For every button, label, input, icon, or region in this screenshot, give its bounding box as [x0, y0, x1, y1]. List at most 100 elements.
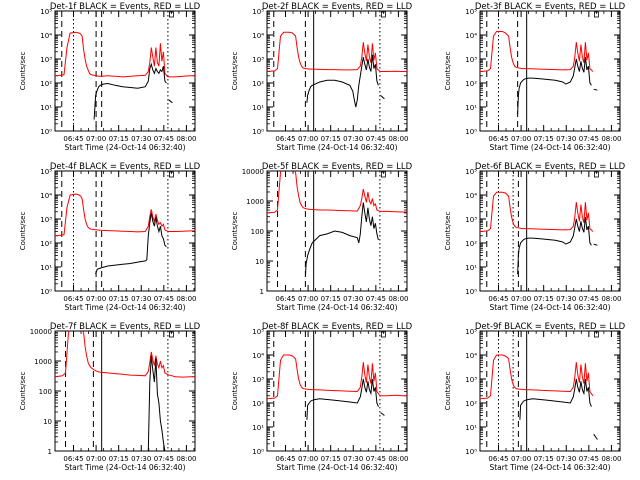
- flag-marker: [169, 171, 174, 178]
- y-tick-label: 10¹: [465, 264, 477, 272]
- marker-lines: [273, 331, 381, 451]
- flag-marker: [594, 331, 599, 338]
- x-tick-label: 06:45: [488, 295, 508, 303]
- x-tick-label: 07:00: [86, 455, 106, 463]
- marker-lines: [65, 331, 169, 451]
- plot-frame: [479, 330, 621, 452]
- y-tick-label: 10³: [252, 376, 264, 384]
- x-axis-label: Start Time (24-Oct-14 06:32:40): [64, 303, 185, 312]
- x-tick-label: 07:15: [534, 455, 554, 463]
- y-tick-label: 10²: [465, 400, 477, 408]
- y-tick-label: 10⁵: [465, 8, 477, 16]
- flag-marker: [594, 11, 599, 18]
- x-tick-label: 07:30: [131, 295, 151, 303]
- y-tick-label: 1: [48, 448, 52, 456]
- x-tick-label: 06:45: [63, 135, 83, 143]
- x-tick-label: 07:45: [579, 135, 599, 143]
- plot-frame: [266, 330, 408, 452]
- x-tick-label: 08:00: [601, 135, 621, 143]
- x-tick-label: 07:00: [86, 295, 106, 303]
- panel-title: Det-5f BLACK = Events, RED = LLD: [262, 162, 413, 172]
- x-tick-label: 07:45: [154, 135, 174, 143]
- panel-title: Det-2f BLACK = Events, RED = LLD: [262, 2, 413, 12]
- y-axis-label: Counts/sec: [19, 372, 27, 411]
- y-axis-label: Counts/sec: [231, 52, 239, 91]
- y-tick-label: 10²: [465, 80, 477, 88]
- panel-det-9: Det-9f BLACK = Events, RED = LLD 10⁰ 10¹ 10…: [444, 322, 626, 472]
- y-tick-label: 1000: [246, 198, 264, 206]
- lld-line: [267, 31, 407, 72]
- series-group: [480, 31, 598, 115]
- events-line: [306, 54, 379, 108]
- flag-marker: [169, 331, 174, 338]
- y-tick-label: 10²: [252, 400, 264, 408]
- y-tick-label: 10³: [465, 376, 477, 384]
- panel-title: Det-6f BLACK = Events, RED = LLD: [475, 162, 626, 172]
- events-line: [593, 433, 598, 440]
- y-tick-label: 10¹: [252, 104, 264, 112]
- x-tick-label: 07:30: [556, 455, 576, 463]
- y-tick-label: 100: [251, 228, 264, 236]
- series-group: [267, 31, 407, 108]
- series-group: [267, 171, 407, 277]
- marker-lines: [486, 11, 528, 131]
- events-line: [593, 88, 598, 91]
- y-tick-label: 10³: [40, 216, 52, 224]
- panel-title: Det-3f BLACK = Events, RED = LLD: [475, 2, 626, 12]
- flag-marker: [381, 171, 386, 178]
- x-axis-label: Start Time (24-Oct-14 06:32:40): [489, 143, 610, 152]
- y-axis-label: Counts/sec: [444, 52, 452, 91]
- events-line: [147, 355, 166, 451]
- x-tick-label: 07:30: [343, 295, 363, 303]
- x-tick-label: 07:15: [109, 295, 129, 303]
- lld-line: [480, 354, 594, 400]
- events-line: [95, 212, 167, 275]
- marker-lines: [486, 331, 528, 451]
- y-tick-label: 10²: [465, 240, 477, 248]
- x-tick-label: 06:45: [275, 455, 295, 463]
- y-tick-label: 10¹: [465, 104, 477, 112]
- lld-line: [480, 191, 594, 232]
- x-tick-label: 06:45: [488, 135, 508, 143]
- y-tick-label: 10⁵: [40, 168, 52, 176]
- y-tick-label: 10⁰: [465, 128, 477, 136]
- events-line: [519, 378, 592, 420]
- events-line: [517, 57, 592, 115]
- y-tick-label: 10⁵: [252, 8, 264, 16]
- x-tick-label: 08:00: [388, 295, 408, 303]
- plot-frame: [479, 10, 621, 132]
- y-tick-label: 10⁴: [465, 192, 477, 200]
- panel-title: Det-4f BLACK = Events, RED = LLD: [50, 162, 201, 172]
- panel-det-6: Det-6f BLACK = Events, RED = LLD 10⁰ 10¹ 10…: [444, 162, 626, 312]
- plot-frame: [54, 330, 196, 452]
- series-group: [55, 31, 195, 120]
- x-tick-label: 07:00: [298, 295, 318, 303]
- y-axis-label: Counts/sec: [231, 372, 239, 411]
- x-tick-label: 07:30: [343, 135, 363, 143]
- x-tick-label: 07:15: [534, 295, 554, 303]
- y-tick-label: 10⁵: [40, 8, 52, 16]
- y-axis-label: Counts/sec: [444, 212, 452, 251]
- x-tick-label: 08:00: [388, 455, 408, 463]
- x-tick-label: 08:00: [601, 295, 621, 303]
- series-group: [55, 331, 195, 451]
- x-tick-label: 07:30: [131, 455, 151, 463]
- panel-title: Det-9f BLACK = Events, RED = LLD: [475, 322, 626, 332]
- x-tick-label: 07:00: [511, 295, 531, 303]
- lld-line: [267, 171, 407, 214]
- y-axis-label: Counts/sec: [231, 212, 239, 251]
- events-line: [304, 202, 379, 277]
- x-axis-label: Start Time (24-Oct-14 06:32:40): [276, 303, 397, 312]
- plot-frame: [54, 10, 196, 132]
- x-tick-label: 07:00: [511, 455, 531, 463]
- events-line: [168, 99, 173, 104]
- x-tick-label: 06:45: [275, 295, 295, 303]
- y-axis-label: Counts/sec: [19, 212, 27, 251]
- series-group: [55, 193, 195, 275]
- flag-marker: [594, 171, 599, 178]
- lld-line: [55, 331, 195, 378]
- y-tick-label: 10⁰: [252, 128, 264, 136]
- x-tick-label: 07:00: [298, 455, 318, 463]
- x-tick-label: 07:00: [298, 135, 318, 143]
- y-tick-label: 10¹: [252, 424, 264, 432]
